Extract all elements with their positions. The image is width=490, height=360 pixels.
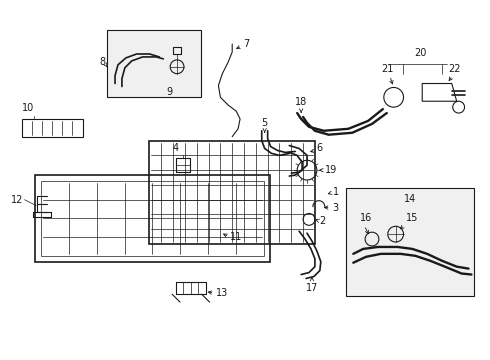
Text: 12: 12 [11,195,24,205]
Text: 20: 20 [414,48,426,58]
Text: 22: 22 [448,64,461,74]
Text: 6: 6 [317,144,323,153]
Text: 1: 1 [333,187,339,197]
Text: 3: 3 [333,203,339,212]
Text: 19: 19 [325,165,337,175]
Text: 9: 9 [166,87,172,98]
FancyBboxPatch shape [346,188,474,296]
Text: 18: 18 [295,97,307,107]
Text: 10: 10 [22,103,34,113]
Text: 4: 4 [173,143,179,153]
Text: 14: 14 [404,194,416,204]
Text: 11: 11 [230,232,243,242]
Text: 5: 5 [262,118,268,128]
Text: 17: 17 [306,283,318,293]
Text: 2: 2 [319,216,325,226]
Text: 13: 13 [216,288,228,298]
Text: 8: 8 [99,57,105,67]
Text: 21: 21 [382,64,394,74]
FancyBboxPatch shape [107,30,201,97]
Text: 15: 15 [406,213,418,223]
Text: 16: 16 [360,213,372,223]
Text: 7: 7 [243,39,249,49]
